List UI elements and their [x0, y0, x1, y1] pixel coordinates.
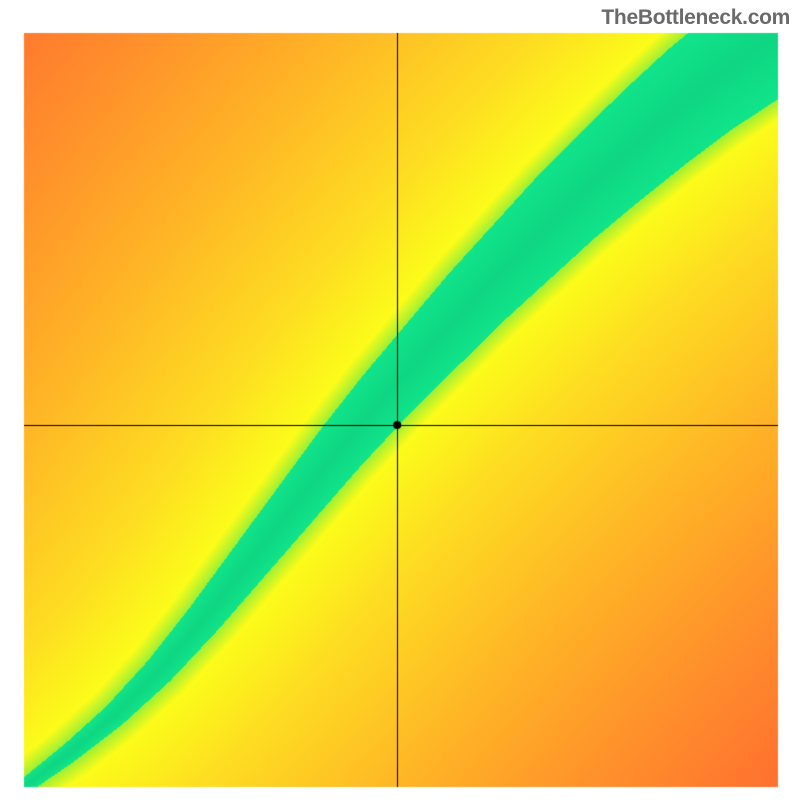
attribution-label: TheBottleneck.com	[601, 6, 790, 30]
heatmap-canvas	[0, 0, 800, 800]
chart-container: TheBottleneck.com	[0, 0, 800, 800]
